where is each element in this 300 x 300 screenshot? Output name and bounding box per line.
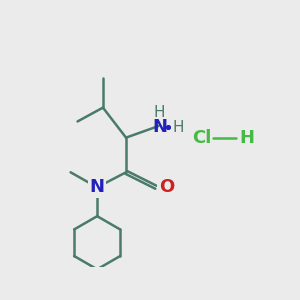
Text: N: N: [90, 178, 105, 196]
Text: N: N: [152, 118, 167, 136]
Text: O: O: [159, 178, 174, 196]
Text: H: H: [239, 129, 254, 147]
Text: H: H: [173, 120, 184, 135]
Text: Cl: Cl: [192, 129, 212, 147]
Text: H: H: [154, 105, 165, 120]
